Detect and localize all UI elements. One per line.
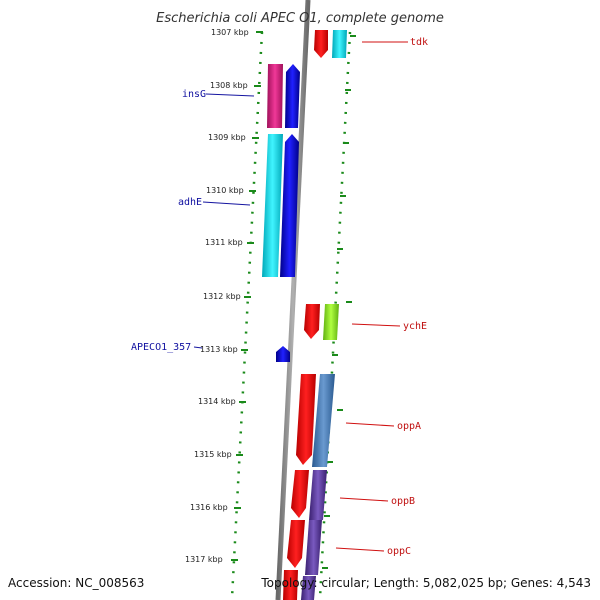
gene-oppC-feature[interactable] [287,520,305,568]
leader-oppB [339,497,389,502]
kbp-label-1316: 1316 kbp [190,503,228,512]
kbp-label-1314: 1314 kbp [198,397,236,406]
cog-oppC-feature[interactable] [305,520,322,575]
gene-partial-feature[interactable] [283,570,298,600]
kbp-label-1311: 1311 kbp [205,238,243,247]
gene-ychE-feature[interactable] [304,304,320,339]
kbp-label-1307: 1307 kbp [211,28,249,37]
cog-ychE-feature[interactable] [323,304,339,340]
gene-label-ychE[interactable]: ychE [403,321,427,332]
gene-APECO1_357-feature[interactable] [276,346,290,362]
leader-oppC [335,547,385,552]
kbp-label-1310: 1310 kbp [206,186,244,195]
gene-label-oppA[interactable]: oppA [397,421,421,432]
cog-partial-feature[interactable] [301,576,316,600]
gene-oppB-feature[interactable] [291,470,309,518]
genome-backbone [275,0,311,600]
leader-ychE [351,323,401,327]
cog-insG-feature[interactable] [267,64,283,128]
accession-text: Accession: NC_008563 [8,576,144,590]
gene-tdk-feature[interactable] [314,30,328,58]
leader-insG [205,93,255,97]
kbp-label-1309: 1309 kbp [208,133,246,142]
cog-tdk-feature[interactable] [332,30,347,58]
gene-label-oppC[interactable]: oppC [387,546,411,557]
kbp-label-1317: 1317 kbp [185,555,223,564]
kbp-label-1308: 1308 kbp [210,81,248,90]
kbp-ticks [231,31,356,569]
kbp-label-1312: 1312 kbp [203,292,241,301]
gene-label-insG[interactable]: insG [182,89,206,100]
gene-insG-feature[interactable] [285,64,300,128]
gene-oppA-feature[interactable] [296,374,316,465]
gene-label-oppB[interactable]: oppB [391,496,415,507]
leader-adhE [202,201,251,206]
cog-oppA-feature[interactable] [312,374,335,467]
kbp-label-1313: 1313 kbp [200,345,238,354]
gene-label-APECO1_357[interactable]: APECO1_357 [131,342,191,353]
map-title: Escherichia coli APEC O1, complete genom… [156,11,444,26]
leader-APECO1_357 [193,346,203,349]
topology-text: Topology: circular; Length: 5,082,025 bp… [260,576,591,590]
gene-adhE-feature[interactable] [280,134,299,277]
gene-label-tdk[interactable]: tdk [410,37,428,48]
kbp-label-1315: 1315 kbp [194,450,232,459]
cog-adhE-feature[interactable] [262,134,283,277]
cog-oppB-feature[interactable] [309,470,327,520]
gene-label-adhE[interactable]: adhE [178,197,202,208]
leader-oppA [345,422,395,427]
